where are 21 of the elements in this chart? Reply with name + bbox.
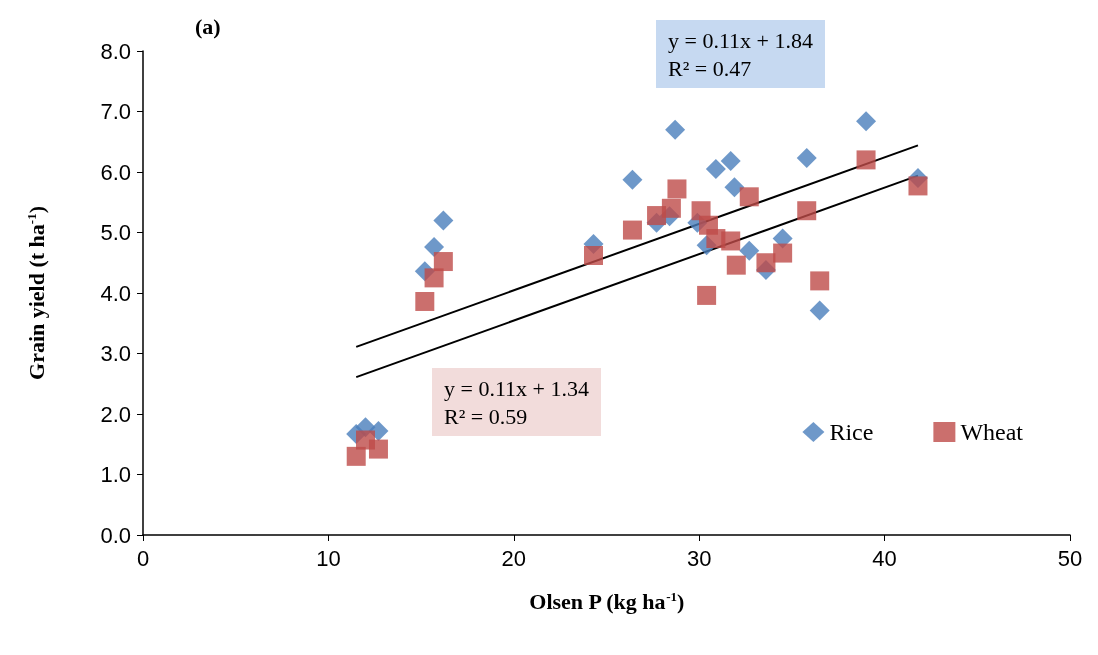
x-tick-label: 0 — [136, 545, 150, 571]
y-axis-title: Grain yield (t ha-1) — [24, 206, 49, 380]
y-tick-label: 5.0 — [100, 220, 131, 245]
annotation: y = 0.11x + 1.34 R² = 0.59 — [444, 375, 589, 429]
legend-label: Wheat — [960, 419, 1024, 445]
y-tick-label: 7.0 — [100, 99, 131, 124]
y-tick-label: 1.0 — [100, 462, 131, 487]
y-tick-label: 3.0 — [100, 341, 131, 366]
x-tick-label: 30 — [686, 545, 712, 571]
x-tick-label: 10 — [316, 545, 341, 571]
x-tick-label: 50 — [1057, 545, 1083, 571]
x-tick-label: 20 — [501, 545, 527, 571]
legend-label: Rice — [829, 419, 874, 445]
x-tick-label: 40 — [872, 545, 897, 571]
annotation: y = 0.11x + 1.84 R² = 0.47 — [668, 27, 813, 81]
y-tick-label: 2.0 — [100, 401, 131, 427]
text: (a) — [195, 13, 221, 39]
y-tick-label: 4.0 — [100, 280, 131, 306]
y-tick-label: 0.0 — [100, 522, 131, 548]
y-tick-label: 6.0 — [100, 159, 131, 185]
y-tick-label: 8.0 — [100, 38, 131, 64]
